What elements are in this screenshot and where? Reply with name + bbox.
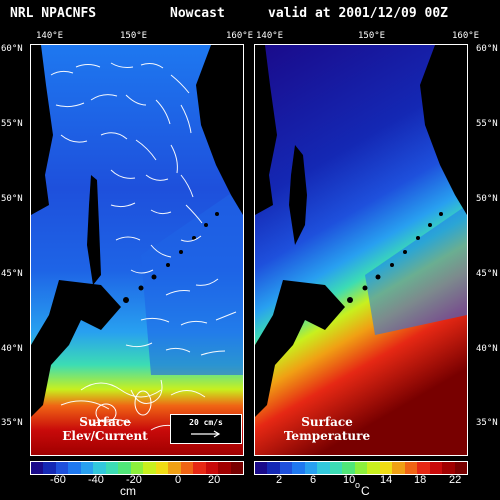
- colorbar-swatch: [43, 462, 56, 474]
- temperature-unit-c: C: [361, 484, 370, 498]
- colorbar-swatch: [193, 462, 206, 474]
- sakhalin-land-sst: [289, 145, 307, 245]
- sst-tick-2: 6: [310, 474, 317, 486]
- lon-label-140-right: 140°E: [256, 31, 284, 41]
- colorbar-swatch: [218, 462, 231, 474]
- lat-label-40-left: 40°N: [1, 344, 23, 354]
- colorbar-swatch: [354, 462, 368, 474]
- japan-land: [31, 280, 121, 417]
- lon-label-140-left: 140°E: [36, 31, 64, 41]
- lon-label-160-right: 160°E: [452, 31, 480, 41]
- colorbar-swatch: [329, 462, 343, 474]
- japan-land-sst: [255, 280, 345, 417]
- temperature-colorbar: [254, 461, 468, 475]
- colorbar-swatch: [417, 462, 430, 474]
- colorbar-swatch: [168, 462, 181, 474]
- colorbar-swatch: [342, 462, 355, 474]
- kamchatka-land: [196, 45, 243, 215]
- colorbar-swatch: [279, 462, 293, 474]
- lon-label-160-left: 160°E: [226, 31, 254, 41]
- colorbar-swatch: [93, 462, 106, 474]
- colorbar-swatch: [180, 462, 194, 474]
- reference-vector-label: 20 cm/s: [189, 418, 223, 427]
- lon-label-150-right: 150°E: [358, 31, 386, 41]
- colorbar-swatch: [230, 462, 243, 474]
- sst-tick-4: 14: [380, 474, 393, 486]
- lat-label-35-left: 35°N: [1, 418, 23, 428]
- lat-label-55-left: 55°N: [1, 119, 23, 129]
- lat-label-45-right: 45°N: [476, 269, 498, 279]
- colorbar-swatch: [205, 462, 219, 474]
- lat-label-35-right: 35°N: [476, 418, 498, 428]
- lat-label-50-left: 50°N: [1, 194, 23, 204]
- elev-tick-2: -40: [88, 474, 104, 486]
- elevation-label-line1: Surface: [79, 415, 131, 429]
- sst-tick-1: 2: [276, 474, 283, 486]
- colorbar-swatch: [304, 462, 318, 474]
- elev-tick-1: -60: [50, 474, 66, 486]
- colorbar-swatch: [155, 462, 169, 474]
- lat-label-60-left: 60°N: [1, 44, 23, 54]
- temperature-unit-degree: o: [355, 480, 361, 490]
- elev-tick-4: 0: [175, 474, 182, 486]
- elev-tick-5: 20: [208, 474, 221, 486]
- sakhalin-land: [87, 175, 101, 285]
- colorbar-swatch: [55, 462, 69, 474]
- colorbar-swatch: [105, 462, 119, 474]
- lat-label-50-right: 50°N: [476, 194, 498, 204]
- colorbar-swatch: [118, 462, 131, 474]
- colorbar-swatch: [317, 462, 330, 474]
- sst-tick-5: 18: [414, 474, 427, 486]
- colorbar-swatch: [130, 462, 144, 474]
- elevation-panel-label: Surface Elev/Current: [46, 415, 164, 443]
- colorbar-swatch: [68, 462, 81, 474]
- mainland-land-sst: [255, 45, 277, 215]
- colorbar-swatch: [255, 462, 268, 474]
- valid-time: valid at 2001/12/09 00Z: [268, 6, 449, 21]
- current-vectors: [50, 62, 237, 431]
- kamchatka-land-sst: [420, 45, 467, 215]
- colorbar-swatch: [143, 462, 156, 474]
- elevation-label-line2: Elev/Current: [62, 429, 148, 443]
- product-title: Nowcast: [170, 6, 225, 21]
- colorbar-swatch: [267, 462, 280, 474]
- temperature-label-line2: Temperature: [283, 429, 371, 443]
- lat-label-55-right: 55°N: [476, 119, 498, 129]
- colorbar-swatch: [392, 462, 405, 474]
- colorbar-swatch: [292, 462, 305, 474]
- colorbar-swatch: [442, 462, 455, 474]
- elevation-colorbar: [30, 461, 244, 475]
- reference-vector-box: 20 cm/s: [170, 414, 242, 444]
- lat-label-60-right: 60°N: [476, 44, 498, 54]
- mainland-land: [31, 45, 53, 215]
- temperature-label-line1: Surface: [301, 415, 353, 429]
- colorbar-swatch: [454, 462, 467, 474]
- temperature-panel-label: Surface Temperature: [282, 415, 372, 443]
- sst-tick-6: 22: [449, 474, 462, 486]
- model-title: NRL NPACNFS: [10, 6, 97, 21]
- lat-label-45-left: 45°N: [1, 269, 23, 279]
- sst-tick-3: 10: [343, 474, 356, 486]
- colorbar-swatch: [367, 462, 380, 474]
- lat-label-40-right: 40°N: [476, 344, 498, 354]
- reference-arrow-icon: [191, 430, 221, 438]
- colorbar-swatch: [429, 462, 443, 474]
- elev-tick-3: -20: [126, 474, 142, 486]
- elevation-unit: cm: [120, 484, 136, 498]
- temperature-map: [254, 44, 468, 456]
- lon-label-150-left: 150°E: [120, 31, 148, 41]
- elevation-current-map: [30, 44, 244, 456]
- colorbar-swatch: [404, 462, 418, 474]
- colorbar-swatch: [31, 462, 44, 474]
- colorbar-swatch: [379, 462, 393, 474]
- colorbar-swatch: [80, 462, 94, 474]
- figure-header: NRL NPACNFS Nowcast valid at 2001/12/09 …: [0, 6, 500, 28]
